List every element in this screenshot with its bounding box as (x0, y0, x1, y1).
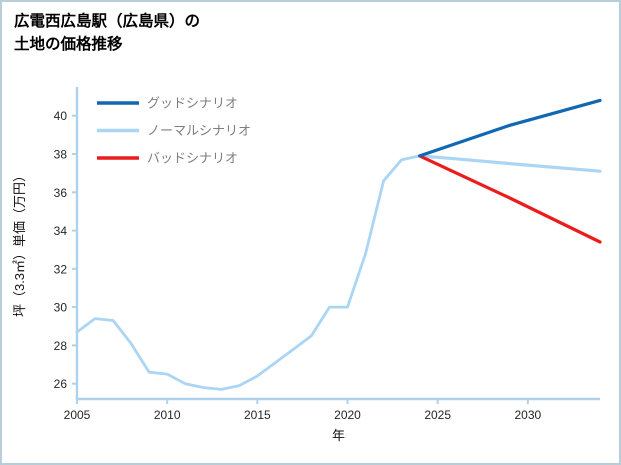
x-tick-label: 2020 (334, 408, 361, 422)
series-normal-scenario (418, 154, 602, 173)
title-line-2: 土地の価格推移 (14, 36, 123, 54)
x-tick-label: 2010 (154, 408, 181, 422)
x-axis-title: 年 (332, 428, 345, 443)
x-tick-label: 2030 (515, 408, 542, 422)
y-tick-label: 38 (54, 147, 68, 161)
y-axis-title: 坪（3.3㎡）単価（万円） (12, 169, 27, 317)
y-tick-label: 30 (54, 301, 68, 315)
series-good-scenario (418, 98, 602, 158)
y-tick-label: 40 (54, 109, 68, 123)
x-tick-label: 2025 (424, 408, 451, 422)
legend-label-good: グッドシナリオ (147, 96, 238, 111)
y-tick-label: 26 (54, 377, 68, 391)
x-tick-label: 2015 (244, 408, 271, 422)
x-tick-label: 2005 (64, 408, 91, 422)
series-historical (75, 154, 422, 391)
y-tick-label: 36 (54, 186, 68, 200)
legend-label-bad: バッドシナリオ (147, 151, 238, 166)
series-bad-scenario (418, 154, 602, 244)
y-tick-label: 28 (54, 339, 68, 353)
chart-title: 広電西広島駅（広島県）の 土地の価格推移 (14, 10, 200, 57)
y-tick-label: 34 (54, 224, 68, 238)
title-line-1: 広電西広島駅（広島県）の (14, 13, 201, 30)
y-tick-label: 32 (54, 262, 68, 276)
legend-label-normal: ノーマルシナリオ (147, 123, 251, 138)
